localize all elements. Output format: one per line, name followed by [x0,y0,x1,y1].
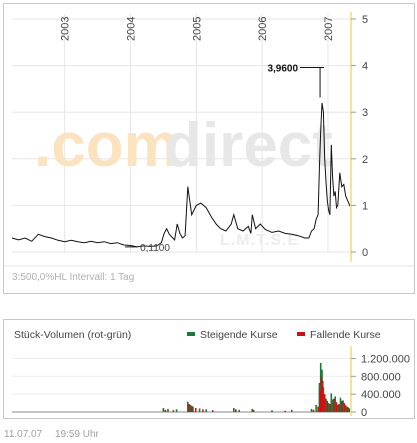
volume-bar-falling [329,404,331,412]
price-series [11,102,352,248]
legend-falling-label: Fallende Kurse [310,329,381,341]
volume-bar-falling [348,408,351,412]
footer-timestamp: 11.07.07 19:59 Uhr [4,429,109,440]
volume-bar-falling [194,408,197,412]
volume-y-tick-label: 800.000 [361,371,401,383]
price-annotations: 3,9600 0,1100 [125,63,325,254]
price-y-ticks: 0 1 2 3 4 5 [351,14,368,259]
price-x-tick-label: 2004 [125,17,137,41]
volume-bar-rising [187,401,189,412]
volume-bar-rising [325,398,327,412]
volume-bar-falling [164,409,167,412]
max-annotation-label: 3,9600 [267,63,298,74]
volume-y-tick-label: 0 [361,407,367,419]
volume-bar-falling [321,380,324,412]
volume-bars [162,362,351,412]
volume-bar-rising [331,399,334,412]
volume-y-ticks: 1.200.000 800.000 400.000 0 [351,353,410,419]
price-info-text: 3:500,0%HL Intervall: 1 Tag [12,272,134,283]
volume-bar-rising [175,409,178,412]
volume-bar-rising [162,408,165,412]
volume-bar-falling [188,404,190,412]
watermark-sub: L.M.T.S.E [220,232,299,249]
volume-bar-rising [310,408,313,412]
legend-rising-label: Steigende Kurse [200,329,278,341]
volume-bar-falling [343,403,346,412]
price-x-tick-label: 2003 [60,17,72,41]
price-y-tick-label: 2 [362,154,368,166]
volume-bar-rising [342,400,344,412]
price-chart-panel: .com direct L.M.T.S.E 2003 2004 2005 2006 20… [3,3,415,294]
volume-bar-rising [251,408,254,412]
price-x-labels: 2003 2004 2005 2006 2007 [60,17,335,41]
volume-bar-falling [284,410,286,412]
volume-bar-falling [172,410,175,412]
volume-grid [12,357,351,413]
volume-bar-rising [337,404,339,412]
price-grid [12,14,351,253]
legend-rising-swatch [187,332,195,336]
volume-bar-rising [271,410,273,412]
price-y-tick-label: 0 [362,247,368,259]
price-y-tick-label: 5 [362,14,368,26]
volume-bar-falling [235,409,237,412]
volume-bar-rising [330,393,333,412]
price-y-tick-label: 3 [362,107,368,119]
footer-date: 11.07.07 [4,429,43,440]
volume-bar-rising [238,409,240,412]
price-y-tick-label: 1 [362,200,368,212]
volume-bar-falling [333,398,335,412]
volume-chart-panel: Stück-Volumen (rot-grün) Steigende Kurse… [3,319,415,419]
volume-bar-falling [202,409,204,412]
volume-bar-rising [189,404,192,412]
volume-bar-rising [315,404,317,412]
volume-y-tick-label: 400.000 [361,389,401,401]
price-y-tick-label: 4 [362,61,368,73]
volume-chart: Stück-Volumen (rot-grün) Steigende Kurse… [12,329,410,419]
volume-bar-rising [291,409,293,412]
volume-bar-falling [252,409,255,412]
price-x-tick-label: 2007 [323,17,335,41]
volume-bar-rising [167,408,169,412]
volume-bar-falling [312,409,315,412]
volume-bar-rising [339,397,342,412]
volume-bar-falling [346,406,348,412]
watermark-brand-light: .com [34,111,179,180]
volume-bar-falling [320,376,323,412]
volume-bar-falling [335,402,338,412]
volume-bar-rising [198,408,201,412]
volume-title: Stück-Volumen (rot-grün) [14,329,131,341]
volume-bar-falling [319,389,321,412]
volume-bar-falling [338,404,340,412]
volume-bar-rising [233,408,235,412]
volume-bar-rising [344,405,347,412]
price-line [11,102,352,248]
volume-bar-falling [190,405,193,412]
volume-bar-falling [212,410,214,412]
volume-bar-rising [192,406,194,412]
volume-bar-falling [323,394,326,412]
volume-bar-falling [317,406,319,412]
volume-y-tick-label: 1.200.000 [361,353,410,365]
footer-time: 19:59 Uhr [54,429,99,440]
price-x-tick-label: 2006 [257,17,269,41]
min-annotation-label: 0,1100 [140,243,170,254]
watermark-brand-dark: direct [164,111,333,180]
volume-bar-rising [327,403,330,412]
price-x-tick-label: 2005 [191,17,203,41]
volume-bar-rising [205,409,207,412]
volume-bar-rising [334,396,336,412]
price-chart: .com direct L.M.T.S.E 2003 2004 2005 2006 20… [4,12,414,283]
volume-bar-rising [347,407,350,412]
legend-falling-swatch [297,332,305,336]
volume-bar-falling [326,400,329,412]
volume-bar-falling [341,400,343,412]
